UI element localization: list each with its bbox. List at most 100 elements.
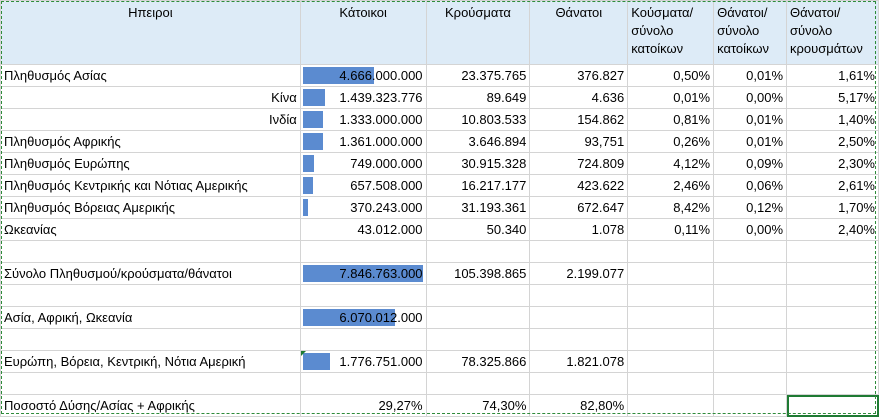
empty-cell[interactable] <box>0 240 301 263</box>
population-cell[interactable]: 749.000.000 <box>299 152 427 175</box>
population-cell[interactable]: 1.361.000.000 <box>299 130 427 153</box>
deaths-cell[interactable]: 672.647 <box>529 196 629 219</box>
population-cell[interactable]: 1.333.000.000 <box>299 108 427 131</box>
empty-cell[interactable] <box>425 328 531 351</box>
empty-cell[interactable] <box>0 284 301 307</box>
region-label[interactable]: Πληθυσμός Βόρειας Αμερικής <box>0 196 301 219</box>
empty-cell[interactable] <box>786 350 879 373</box>
cases-cell[interactable]: 89.649 <box>425 86 531 109</box>
asia-africa-label[interactable]: Ασία, Αφρική, Ωκεανία <box>0 306 301 329</box>
empty-cell[interactable] <box>529 284 629 307</box>
deaths-cell[interactable]: 376.827 <box>529 64 629 87</box>
cases-per-pop-cell[interactable]: 0,01% <box>627 86 715 109</box>
deaths-cell[interactable]: 1.078 <box>529 218 629 241</box>
deaths-per-pop-cell[interactable]: 0,01% <box>713 130 788 153</box>
deaths-per-pop-cell[interactable]: 0,09% <box>713 152 788 175</box>
ratio-population-cell[interactable]: 29,27% <box>299 394 427 417</box>
deaths-cell[interactable]: 93,751 <box>529 130 629 153</box>
cases-cell[interactable]: 23.375.765 <box>425 64 531 87</box>
region-label[interactable]: Πληθυσμός Ευρώπης <box>0 152 301 175</box>
deaths-per-pop-cell[interactable]: 0,01% <box>713 64 788 87</box>
cases-cell[interactable]: 10.803.533 <box>425 108 531 131</box>
header-deaths[interactable]: Θάνατοι <box>529 0 629 65</box>
empty-cell[interactable] <box>425 240 531 263</box>
empty-cell[interactable] <box>713 306 788 329</box>
empty-cell[interactable] <box>786 372 879 395</box>
asia-africa-population-cell[interactable]: 6.070.012.000 <box>299 306 427 329</box>
cases-per-pop-cell[interactable]: 0,26% <box>627 130 715 153</box>
west-label[interactable]: Ευρώπη, Βόρεια, Κεντρική, Νότια Αμερική <box>0 350 301 373</box>
empty-cell[interactable] <box>713 240 788 263</box>
header-continents[interactable]: Ηπειροι <box>0 0 301 65</box>
deaths-cell[interactable]: 4.636 <box>529 86 629 109</box>
header-deaths-per-pop[interactable]: Θάνατοι/ σύνολο κατοίκων <box>713 0 788 65</box>
empty-cell[interactable] <box>786 328 879 351</box>
cases-per-pop-cell[interactable]: 4,12% <box>627 152 715 175</box>
header-population[interactable]: Κάτοικοι <box>299 0 427 65</box>
west-deaths-cell[interactable]: 1.821.078 <box>529 350 629 373</box>
empty-cell[interactable] <box>713 394 788 417</box>
deaths-per-cases-cell[interactable]: 2,61% <box>786 174 879 197</box>
cases-per-pop-cell[interactable]: 2,46% <box>627 174 715 197</box>
empty-cell[interactable] <box>627 394 715 417</box>
deaths-cell[interactable]: 423.622 <box>529 174 629 197</box>
cases-per-pop-cell[interactable]: 0,81% <box>627 108 715 131</box>
region-label[interactable]: Κίνα <box>0 86 301 109</box>
region-label[interactable]: Πληθυσμός Ασίας <box>0 64 301 87</box>
empty-cell[interactable] <box>529 328 629 351</box>
header-cases[interactable]: Κρούσματα <box>425 0 531 65</box>
empty-cell[interactable] <box>713 262 788 285</box>
empty-cell[interactable] <box>786 240 879 263</box>
empty-cell[interactable] <box>627 350 715 373</box>
deaths-per-cases-cell[interactable]: 1,61% <box>786 64 879 87</box>
empty-cell[interactable] <box>627 372 715 395</box>
region-label[interactable]: Ινδία <box>0 108 301 131</box>
deaths-per-pop-cell[interactable]: 0,00% <box>713 86 788 109</box>
cases-cell[interactable]: 3.646.894 <box>425 130 531 153</box>
region-label[interactable]: Πληθυσμός Κεντρικής και Νότιας Αμερικής <box>0 174 301 197</box>
empty-cell[interactable] <box>529 372 629 395</box>
header-deaths-per-cases[interactable]: Θάνατοι/ σύνολο κρουσμάτων <box>786 0 879 65</box>
deaths-per-cases-cell[interactable]: 1,70% <box>786 196 879 219</box>
deaths-per-pop-cell[interactable]: 0,06% <box>713 174 788 197</box>
total-cases-cell[interactable]: 105.398.865 <box>425 262 531 285</box>
population-cell[interactable]: 1.439.323.776 <box>299 86 427 109</box>
cases-per-pop-cell[interactable]: 8,42% <box>627 196 715 219</box>
total-population-cell[interactable]: 7.846.763.000 <box>299 262 427 285</box>
deaths-per-cases-cell[interactable]: 1,40% <box>786 108 879 131</box>
empty-cell[interactable] <box>0 328 301 351</box>
empty-cell[interactable] <box>425 372 531 395</box>
cases-cell[interactable]: 50.340 <box>425 218 531 241</box>
empty-cell[interactable] <box>786 284 879 307</box>
deaths-per-pop-cell[interactable]: 0,01% <box>713 108 788 131</box>
active-cell[interactable] <box>786 394 879 417</box>
population-cell[interactable]: 4.666.000.000 <box>299 64 427 87</box>
empty-cell[interactable] <box>299 328 427 351</box>
cases-per-pop-cell[interactable]: 0,50% <box>627 64 715 87</box>
empty-cell[interactable] <box>627 328 715 351</box>
empty-cell[interactable] <box>425 306 531 329</box>
cases-cell[interactable]: 16.217.177 <box>425 174 531 197</box>
deaths-cell[interactable]: 154.862 <box>529 108 629 131</box>
population-cell[interactable]: 657.508.000 <box>299 174 427 197</box>
ratio-label[interactable]: Ποσοστό Δύσης/Ασίας + Αφρικής <box>0 394 301 417</box>
ratio-cases-cell[interactable]: 74,30% <box>425 394 531 417</box>
deaths-per-pop-cell[interactable]: 0,12% <box>713 196 788 219</box>
deaths-cell[interactable]: 724.809 <box>529 152 629 175</box>
deaths-per-cases-cell[interactable]: 5,17% <box>786 86 879 109</box>
deaths-per-cases-cell[interactable]: 2,40% <box>786 218 879 241</box>
total-label[interactable]: Σύνολο Πληθυσμού/κρούσματα/θάνατοι <box>0 262 301 285</box>
deaths-per-pop-cell[interactable]: 0,00% <box>713 218 788 241</box>
total-deaths-cell[interactable]: 2.199.077 <box>529 262 629 285</box>
region-label[interactable]: Πληθυσμός Αφρικής <box>0 130 301 153</box>
empty-cell[interactable] <box>299 284 427 307</box>
population-cell[interactable]: 43.012.000 <box>299 218 427 241</box>
empty-cell[interactable] <box>627 284 715 307</box>
empty-cell[interactable] <box>529 306 629 329</box>
empty-cell[interactable] <box>786 262 879 285</box>
header-cases-per-pop[interactable]: Κούσματα/ σύνολο κατοίκων <box>627 0 715 65</box>
empty-cell[interactable] <box>425 284 531 307</box>
empty-cell[interactable] <box>627 240 715 263</box>
population-cell[interactable]: 370.243.000 <box>299 196 427 219</box>
cases-per-pop-cell[interactable]: 0,11% <box>627 218 715 241</box>
